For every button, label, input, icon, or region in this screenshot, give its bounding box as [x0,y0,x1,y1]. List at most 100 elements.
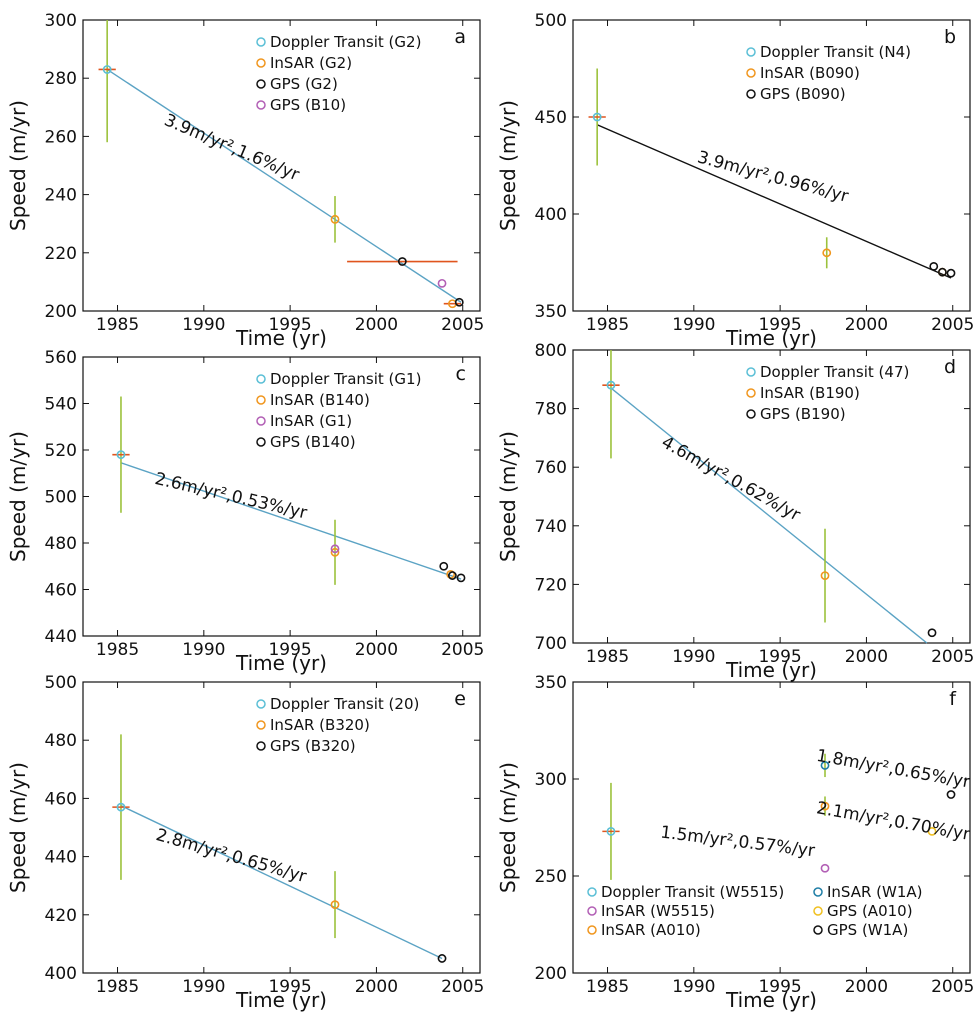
panel-label: b [944,26,956,48]
data-point [606,826,616,836]
x-axis-label: Time (yr) [235,988,327,1012]
x-tick-label: 1995 [268,977,311,997]
panel-label: a [454,26,466,48]
rate-annotation: 2.1m/yr²,0.70%/yr [815,798,971,845]
legend-entry: GPS (W1A) [827,921,908,939]
x-tick-label: 2000 [355,315,398,335]
legend-entry: GPS (B10) [270,96,346,114]
legend-entry: InSAR (B320) [270,716,370,734]
legend: Doppler Transit (20) InSAR (B320) GPS (B32… [256,695,419,755]
x-tick-label: 2000 [845,647,888,667]
data-point [820,801,830,811]
y-tick-label: 400 [45,964,77,984]
y-tick-label: 500 [45,673,77,693]
x-tick-label: 2005 [441,977,484,997]
data-point [606,380,616,390]
plot-frame [82,19,481,312]
data-point [592,112,602,122]
y-axis-label: Speed (m/yr) [496,762,520,893]
plot-frame [572,681,971,974]
legend-entry: Doppler Transit (W5515) [601,883,784,901]
x-tick-label: 2000 [845,315,888,335]
x-tick-label: 1990 [182,977,225,997]
rate-annotation: 2.8m/yr²,0.65%/yr [154,825,309,887]
data-point [330,544,340,554]
fit-line [120,462,462,580]
y-tick-label: 250 [535,867,567,887]
x-tick-label: 1985 [586,315,629,335]
y-tick-label: 440 [45,848,77,868]
x-tick-label: 2005 [931,977,974,997]
y-tick-label: 780 [535,400,567,420]
data-point [456,573,466,583]
y-tick-label: 400 [535,205,567,225]
x-tick-label: 1985 [586,977,629,997]
legend-entry: Doppler Transit (20) [270,695,419,713]
y-tick-label: 350 [535,673,567,693]
panel-label: f [949,688,957,710]
y-axis-label: Speed (m/yr) [6,431,30,562]
legend-marker [813,887,823,897]
y-tick-label: 260 [45,127,77,147]
y-tick-label: 500 [45,488,77,508]
y-tick-label: 280 [45,69,77,89]
y-tick-label: 300 [535,770,567,790]
legend-entry: InSAR (B090) [760,64,860,82]
x-axis-label: Time (yr) [725,658,817,682]
fit-line [596,124,952,279]
legend-entry: GPS (G2) [270,75,338,93]
legend-entry: InSAR (W1A) [827,883,923,901]
legend-marker [256,741,266,751]
y-tick-label: 520 [45,441,77,461]
legend-marker [256,395,266,405]
x-tick-label: 1995 [758,315,801,335]
legend: Doppler Transit (G1) InSAR (B140) InSAR (G… [256,370,421,451]
legend-marker [256,416,266,426]
legend-marker [813,925,823,935]
legend-marker [256,374,266,384]
panel-e: 1985 1990 1995 2000 2005 400 420 440 460 480 500 Ti… [6,673,484,1012]
y-tick-label: 560 [45,348,77,368]
y-tick-label: 540 [45,395,77,415]
data-point [937,267,947,277]
x-tick-label: 1985 [96,977,139,997]
y-axis-label: Speed (m/yr) [6,762,30,893]
data-point [330,547,340,557]
x-tick-label: 1990 [672,315,715,335]
x-axis-label: Time (yr) [235,326,327,350]
x-tick-label: 1990 [672,647,715,667]
x-tick-label: 1995 [268,315,311,335]
data-point [447,571,457,580]
data-point [820,761,830,770]
x-tick-label: 2005 [931,647,974,667]
data-point [116,802,126,812]
panel-label: c [456,363,466,385]
data-point [397,257,407,266]
legend-marker [587,906,597,916]
panel-a: 1985 1990 1995 2000 2005 200 220 240 260 280 300 Ti… [6,11,484,350]
data-point [437,278,447,288]
x-axis-label: Time (yr) [725,988,817,1012]
rate-annotation: 3.9m/yr²,1.6%/yr [161,110,302,185]
y-axis-label: Speed (m/yr) [496,431,520,562]
y-tick-label: 720 [535,575,567,595]
x-tick-label: 1990 [182,315,225,335]
y-tick-label: 480 [45,534,77,554]
data-point [102,65,112,74]
x-tick-label: 1985 [96,640,139,660]
legend-entry: GPS (B190) [760,405,846,423]
data-point [820,571,830,581]
legend-marker [746,68,756,78]
fit-line [120,805,443,960]
data-point [927,628,937,638]
legend-marker [746,409,756,419]
legend-entry: Doppler Transit (47) [760,363,909,381]
x-tick-label: 1985 [586,647,629,667]
panel-f: 1985 1990 1995 2000 2005 200 250 300 350 Time (yr… [496,673,974,1012]
y-tick-label: 300 [45,11,77,31]
y-axis-label: Speed (m/yr) [6,100,30,231]
y-tick-label: 200 [535,964,567,984]
legend-entry: InSAR (G1) [270,412,352,430]
legend-entry: GPS (B320) [270,737,356,755]
